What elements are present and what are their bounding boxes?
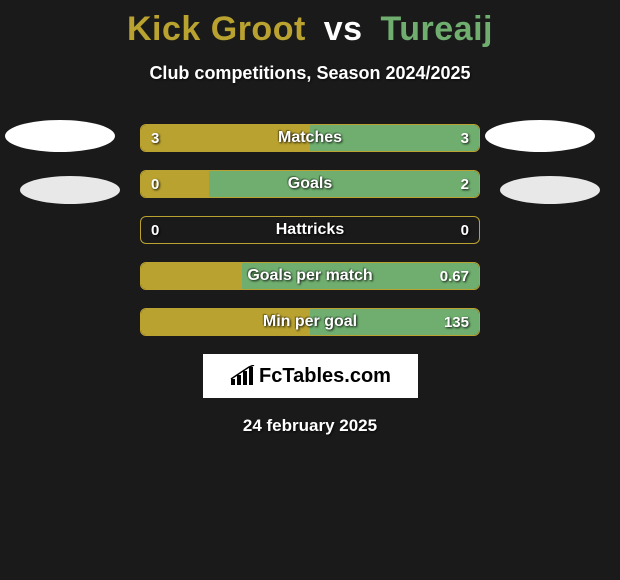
bar-label: Goals — [141, 171, 479, 197]
bar-label: Goals per match — [141, 263, 479, 289]
bar-value-right: 0 — [461, 217, 469, 243]
stat-bar-row: Goals per match0.67 — [140, 262, 480, 290]
stat-bar-row: Min per goal135 — [140, 308, 480, 336]
player2-name: Tureaij — [381, 10, 493, 48]
bar-value-right: 3 — [461, 125, 469, 151]
logo-box: FcTables.com — [203, 354, 418, 398]
player1-name: Kick Groot — [127, 10, 306, 48]
subtitle: Club competitions, Season 2024/2025 — [0, 63, 620, 84]
logo: FcTables.com — [229, 365, 391, 388]
title-vs: vs — [324, 10, 363, 48]
decor-ellipse-right-2 — [500, 176, 600, 204]
bar-value-right: 2 — [461, 171, 469, 197]
stat-bar-row: 0Goals2 — [140, 170, 480, 198]
logo-text: FcTables.com — [259, 365, 391, 388]
page-title: Kick Groot vs Tureaij — [0, 0, 620, 49]
date-line: 24 february 2025 — [0, 416, 620, 436]
bar-label: Hattricks — [141, 217, 479, 243]
decor-ellipse-right-1 — [485, 120, 595, 152]
decor-ellipse-left-2 — [20, 176, 120, 204]
bar-value-right: 0.67 — [440, 263, 469, 289]
bar-label: Min per goal — [141, 309, 479, 335]
logo-chart-icon — [229, 365, 255, 387]
stat-bar-row: 0Hattricks0 — [140, 216, 480, 244]
bar-label: Matches — [141, 125, 479, 151]
stat-bar-row: 3Matches3 — [140, 124, 480, 152]
bar-value-right: 135 — [444, 309, 469, 335]
decor-ellipse-left-1 — [5, 120, 115, 152]
stat-bars: 3Matches30Goals20Hattricks0Goals per mat… — [140, 124, 480, 336]
comparison-infographic: Kick Groot vs Tureaij Club competitions,… — [0, 0, 620, 580]
